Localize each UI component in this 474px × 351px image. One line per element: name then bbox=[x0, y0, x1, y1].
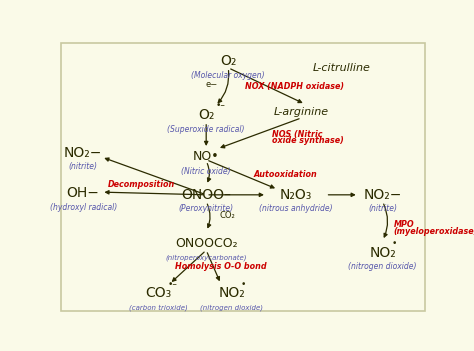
Text: (Nitric oxide): (Nitric oxide) bbox=[182, 166, 231, 176]
Text: NO₂−: NO₂− bbox=[364, 188, 401, 202]
Text: (nitrous anhydride): (nitrous anhydride) bbox=[259, 204, 333, 213]
Text: ONOOCO₂: ONOOCO₂ bbox=[175, 237, 237, 250]
Text: (Molecular oxygen): (Molecular oxygen) bbox=[191, 71, 265, 80]
Text: (nitroperoxycarbonate): (nitroperoxycarbonate) bbox=[165, 254, 247, 261]
Text: (myeloperoxidase): (myeloperoxidase) bbox=[393, 227, 474, 236]
Text: L-arginine: L-arginine bbox=[274, 107, 329, 117]
Text: NO₂: NO₂ bbox=[369, 246, 396, 260]
Text: (hydroxyl radical): (hydroxyl radical) bbox=[49, 203, 117, 212]
Text: NOX (NADPH oxidase): NOX (NADPH oxidase) bbox=[245, 82, 344, 92]
FancyBboxPatch shape bbox=[61, 44, 425, 311]
Text: Autooxidation: Autooxidation bbox=[254, 170, 318, 179]
Text: (nitrogen dioxide): (nitrogen dioxide) bbox=[201, 304, 264, 311]
Text: NO•: NO• bbox=[193, 151, 219, 164]
Text: L-citrulline: L-citrulline bbox=[313, 63, 371, 73]
Text: CO₃: CO₃ bbox=[146, 286, 172, 300]
Text: (nitrite): (nitrite) bbox=[368, 204, 397, 213]
Text: O₂: O₂ bbox=[198, 108, 214, 122]
Text: e−: e− bbox=[206, 80, 218, 88]
Text: (carbon trioxide): (carbon trioxide) bbox=[129, 304, 188, 311]
Text: (Peroxynitrite): (Peroxynitrite) bbox=[179, 204, 234, 213]
Text: MPO: MPO bbox=[393, 220, 414, 229]
Text: Decomposition: Decomposition bbox=[108, 179, 175, 188]
Text: •–: •– bbox=[215, 101, 225, 110]
Text: •: • bbox=[392, 239, 397, 248]
Text: (Superoxide radical): (Superoxide radical) bbox=[167, 125, 245, 134]
Text: •–: •– bbox=[168, 280, 177, 289]
Text: NO₂: NO₂ bbox=[219, 286, 245, 300]
Text: NOS (Nitric: NOS (Nitric bbox=[272, 130, 323, 139]
Text: ONOO–: ONOO– bbox=[181, 188, 231, 202]
Text: Homolysis O-O bond: Homolysis O-O bond bbox=[175, 262, 267, 271]
Text: NO₂−: NO₂− bbox=[64, 146, 102, 160]
Text: •: • bbox=[241, 280, 246, 289]
Text: O₂: O₂ bbox=[220, 54, 237, 68]
Text: oxide synthase): oxide synthase) bbox=[272, 136, 344, 145]
Text: (nitrogen dioxide): (nitrogen dioxide) bbox=[348, 263, 417, 271]
Text: OH−: OH− bbox=[67, 186, 100, 200]
Text: CO₂: CO₂ bbox=[219, 211, 235, 220]
Text: (nitrite): (nitrite) bbox=[69, 163, 98, 172]
Text: N₂O₃: N₂O₃ bbox=[280, 188, 312, 202]
